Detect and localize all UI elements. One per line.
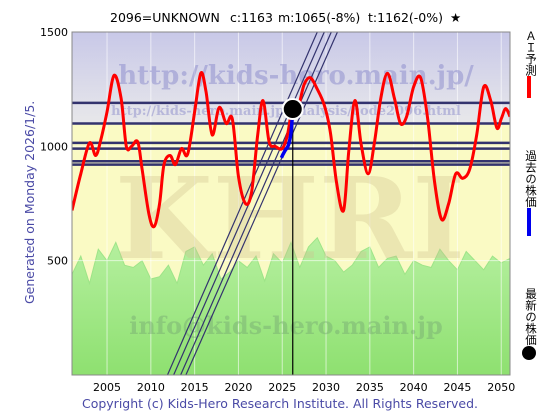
x-tick-label: 2050 — [487, 381, 515, 394]
legend-item-prediction: ＡＩ予測 — [518, 30, 542, 98]
y-axis: 500 1000 1500 — [40, 26, 68, 268]
x-tick-label: 2005 — [93, 381, 121, 394]
legend: ＡＩ予測 過去の株価 最新の株価 — [518, 30, 542, 380]
x-tick-label: 2010 — [137, 381, 165, 394]
x-tick-label: 2045 — [443, 381, 471, 394]
past-price-line — [279, 108, 295, 159]
legend-swatch-past — [527, 207, 531, 236]
volume-band — [72, 236, 510, 375]
current-price-label: c:1163 — [230, 10, 273, 25]
target-price-label: t:1162(-0%) — [368, 10, 443, 25]
channel-line — [185, 32, 338, 375]
x-tick-label: 2020 — [224, 381, 252, 394]
legend-label-latest: 最新の株価 — [524, 288, 538, 346]
channel-line — [166, 32, 318, 375]
y-tick-label: 1500 — [40, 26, 68, 39]
copyright-footer: Copyright (c) Kids-Hero Research Institu… — [81, 396, 479, 411]
model-price-label: m:1065(-8%) — [278, 10, 360, 25]
current-price-marker — [281, 98, 304, 121]
y-tick-label: 1000 — [40, 140, 68, 153]
watermark-logo: KHRI — [115, 154, 465, 285]
x-tick-label: 2025 — [268, 381, 296, 394]
ai-prediction-line — [72, 71, 510, 229]
chart-title: 2096=UNKNOWN — [110, 10, 220, 25]
channel-line — [180, 32, 332, 375]
legend-item-latest: 最新の株価 — [518, 288, 542, 360]
legend-item-past: 過去の株価 — [518, 150, 542, 236]
x-tick-label: 2040 — [400, 381, 428, 394]
x-axis: 2005 2010 2015 2020 2025 2030 2035 2040 2045 2050 — [93, 381, 515, 394]
legend-label-past: 過去の株価 — [524, 150, 538, 208]
y-tick-label: 500 — [47, 255, 68, 268]
grid — [72, 32, 510, 375]
generated-date: Generated on Monday 2026/1/5. — [22, 100, 37, 305]
plot-frame — [71, 31, 511, 376]
x-tick-label: 2035 — [356, 381, 384, 394]
legend-dot-latest — [522, 345, 536, 360]
x-tick-label: 2015 — [181, 381, 209, 394]
legend-label-prediction: ＡＩ予測 — [524, 30, 538, 76]
watermark-email: info@kids-hero.main.jp — [129, 311, 443, 340]
star-icon: ★ — [450, 10, 461, 25]
x-tick-label: 2030 — [312, 381, 340, 394]
legend-swatch-prediction — [527, 76, 531, 98]
